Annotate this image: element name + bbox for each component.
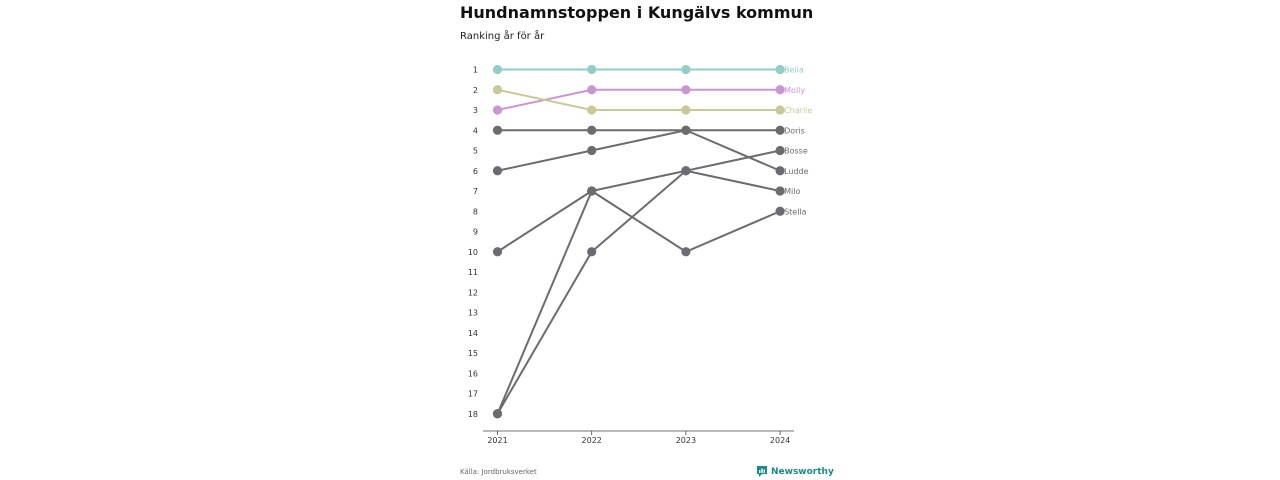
- data-point-molly: [681, 85, 691, 95]
- data-point-molly: [587, 85, 597, 95]
- y-tick-label: 10: [468, 248, 478, 257]
- data-point-doris: [587, 125, 597, 135]
- y-tick-label: 11: [468, 268, 478, 277]
- y-tick-label: 13: [468, 309, 478, 318]
- series-label-bella: Bella: [784, 66, 804, 75]
- brand[interactable]: Newsworthy: [757, 466, 834, 477]
- data-point-bosse: [587, 247, 597, 257]
- y-tick-label: 9: [473, 228, 478, 237]
- series-label-charlie: Charlie: [784, 106, 812, 115]
- series-label-bosse: Bosse: [784, 147, 808, 156]
- newsworthy-logo-icon: [757, 466, 767, 477]
- y-tick-label: 3: [473, 106, 478, 115]
- chart-subtitle: Ranking år för år: [460, 31, 545, 42]
- y-tick-label: 18: [468, 410, 478, 419]
- data-point-milo: [775, 186, 785, 196]
- series-label-doris: Doris: [784, 126, 805, 135]
- data-point-charlie: [775, 105, 785, 115]
- series-label-stella: Stella: [784, 207, 807, 216]
- y-tick-label: 5: [473, 147, 478, 156]
- y-tick-label: 6: [473, 167, 478, 176]
- data-point-charlie: [681, 105, 691, 115]
- series-label-molly: Molly: [784, 86, 805, 95]
- data-point-ludde: [492, 166, 503, 176]
- data-point-charlie: [492, 85, 503, 95]
- y-tick-label: 4: [473, 126, 478, 135]
- data-point-bella: [492, 64, 503, 75]
- series-line-charlie: [497, 88, 781, 111]
- y-tick-label: 7: [473, 187, 478, 196]
- data-point-ludde: [681, 125, 691, 135]
- series-line-ludde: [497, 129, 781, 172]
- brand-name: Newsworthy: [771, 466, 834, 477]
- data-point-bella: [681, 64, 691, 75]
- data-point-ludde: [587, 145, 597, 156]
- data-point-doris: [492, 125, 503, 135]
- data-point-bosse: [775, 145, 785, 156]
- data-point-stella: [492, 247, 503, 257]
- series-line-bosse: [496, 149, 781, 415]
- data-point-bella: [587, 64, 597, 75]
- series-label-ludde: Ludde: [784, 167, 809, 176]
- y-tick-label: 17: [468, 390, 478, 399]
- data-point-ludde: [775, 166, 785, 176]
- data-point-stella: [681, 247, 691, 257]
- data-point-milo: [681, 166, 691, 176]
- data-point-molly: [775, 85, 785, 95]
- data-point-bella: [775, 64, 785, 75]
- x-tick-label: 2022: [582, 436, 602, 445]
- y-tick-label: 1: [473, 66, 478, 75]
- data-point-doris: [775, 125, 785, 135]
- series-line-stella: [496, 189, 781, 253]
- chart-title: Hundnamnstoppen i Kungälvs kommun: [460, 3, 814, 22]
- x-tick-label: 2023: [676, 436, 696, 445]
- data-point-stella: [587, 186, 597, 196]
- y-tick-label: 2: [473, 86, 478, 95]
- data-point-molly: [492, 105, 503, 115]
- series-label-milo: Milo: [784, 187, 800, 196]
- x-tick-label: 2024: [770, 436, 790, 445]
- x-tick-label: 2021: [487, 436, 507, 445]
- y-tick-label: 15: [468, 349, 478, 358]
- series-line-milo: [496, 169, 781, 415]
- data-point-charlie: [587, 105, 597, 115]
- y-tick-label: 14: [468, 329, 478, 338]
- source-note: Källa: Jordbruksverket: [460, 468, 537, 476]
- data-point-milo: [492, 409, 503, 419]
- y-tick-label: 8: [473, 207, 478, 216]
- y-tick-label: 16: [468, 369, 478, 378]
- y-tick-label: 12: [468, 288, 478, 297]
- data-point-stella: [775, 206, 785, 216]
